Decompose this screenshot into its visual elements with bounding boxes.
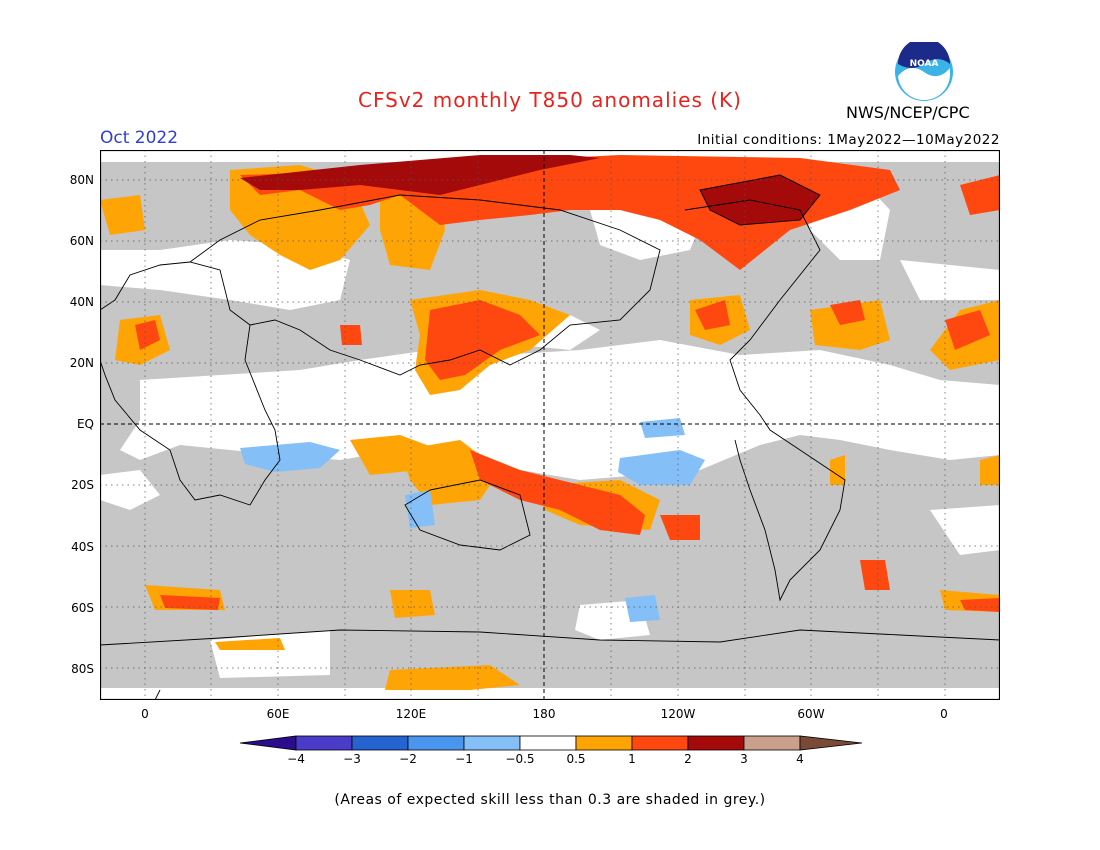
lon-label: 0: [141, 707, 149, 721]
colorbar-segment: [631, 735, 689, 751]
colorbar-tick-label: 1: [628, 752, 636, 766]
colorbar-tick-label: −2: [399, 752, 417, 766]
colorbar-tick-label: 3: [740, 752, 748, 766]
chart-title: CFSv2 monthly T850 anomalies (K): [358, 88, 742, 112]
colorbar-tick-label: 4: [796, 752, 804, 766]
lon-label: 120W: [660, 707, 696, 721]
logo-text: NOAA: [910, 59, 939, 69]
lat-label: 80S: [71, 662, 94, 676]
colorbar-tick-label: −0.5: [505, 752, 535, 766]
lat-label: 60N: [69, 234, 94, 248]
colorbar-arrow-high: [799, 735, 863, 751]
colorbar-tick-label: −1: [455, 752, 473, 766]
lat-label: 80N: [69, 173, 94, 187]
lat-label: 40N: [69, 295, 94, 309]
lon-label: 60E: [266, 707, 290, 721]
agency-label: NWS/NCEP/CPC: [846, 103, 970, 122]
lat-label: 20N: [69, 356, 94, 370]
lat-label: 40S: [71, 540, 94, 554]
forecast-month: Oct 2022: [100, 128, 179, 148]
colorbar-arrow-low: [239, 735, 297, 751]
initial-conditions: Initial conditions: 1May2022—10May2022: [697, 132, 1000, 148]
colorbar-segment: [575, 735, 633, 751]
colorbar-tick-label: −3: [343, 752, 361, 766]
lat-label: 20S: [71, 478, 94, 492]
colorbar-segment: [463, 735, 521, 751]
lon-label: 180: [532, 707, 556, 721]
map-frame: [100, 150, 1000, 700]
coastlines: [100, 174, 1000, 700]
colorbar-segment: [295, 735, 353, 751]
colorbar-tick-label: 2: [684, 752, 692, 766]
lon-label: 60W: [797, 707, 825, 721]
equator-dateline: [100, 150, 1000, 700]
colorbar-segment: [351, 735, 409, 751]
dark-red-regions: [240, 155, 820, 225]
anomaly-map: [100, 150, 1000, 700]
lon-label: 120E: [395, 707, 427, 721]
colorbar-segments: [239, 735, 863, 751]
lat-label: 60S: [71, 601, 94, 615]
noaa-logo: NOAA: [895, 42, 953, 101]
colorbar-tick-label: 0.5: [566, 752, 586, 766]
lon-label: 0: [940, 707, 948, 721]
skill-footnote: (Areas of expected skill less than 0.3 a…: [334, 792, 766, 808]
lat-label: EQ: [76, 417, 94, 431]
colorbar-segment: [407, 735, 465, 751]
colorbar-tick-label: −4: [287, 752, 305, 766]
colorbar-segment: [519, 735, 577, 751]
colorbar-segment: [687, 735, 745, 751]
blue-regions: [240, 418, 705, 622]
colorbar: [239, 735, 863, 751]
graticule: [100, 150, 1000, 700]
colorbar-segment: [743, 735, 801, 751]
